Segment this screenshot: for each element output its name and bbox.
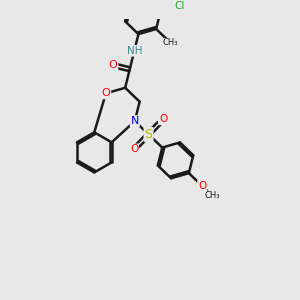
Text: N: N xyxy=(130,116,139,126)
Text: S: S xyxy=(145,128,152,141)
Text: O: O xyxy=(159,114,167,124)
Text: CH₃: CH₃ xyxy=(163,38,178,47)
Text: CH₃: CH₃ xyxy=(204,191,220,200)
Text: O: O xyxy=(198,181,206,191)
Text: NH: NH xyxy=(127,46,142,56)
Text: O: O xyxy=(130,144,138,154)
Text: Cl: Cl xyxy=(175,1,185,10)
Text: O: O xyxy=(101,88,110,98)
Text: O: O xyxy=(109,60,118,70)
